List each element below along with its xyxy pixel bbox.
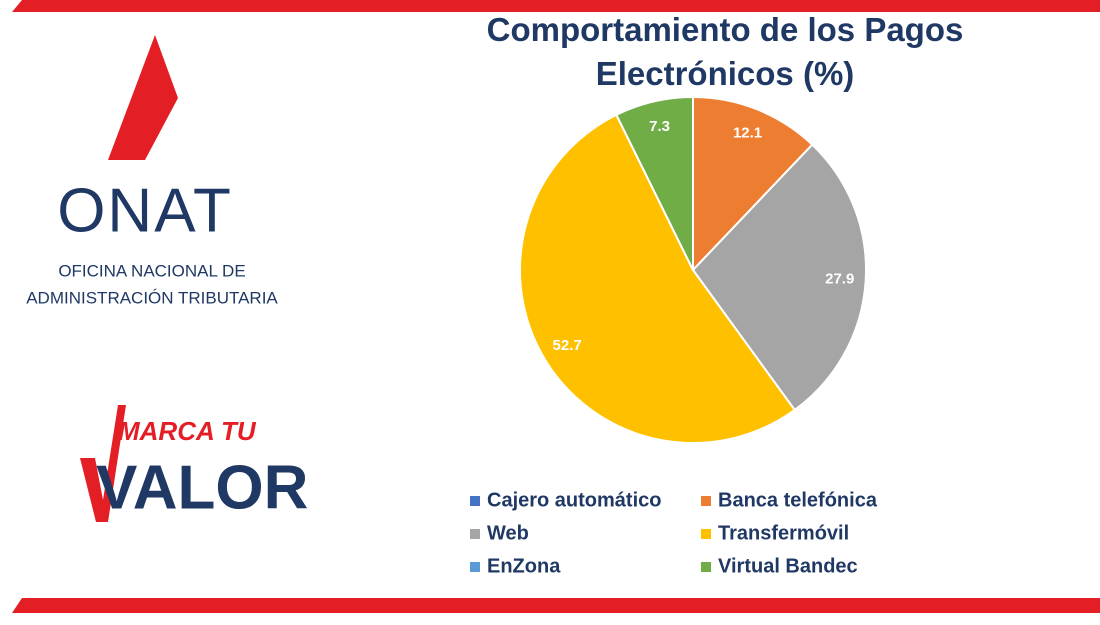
- logo-shape: [108, 35, 178, 160]
- slogan: VALOR: [96, 453, 308, 522]
- pie-slice: [519, 113, 797, 444]
- top-band: [12, 0, 1100, 12]
- legend-label: Banca telefónica: [718, 489, 878, 511]
- slogan: MARCA TU: [118, 416, 257, 446]
- data-label: 7.3: [649, 118, 670, 135]
- data-label: 52.7: [553, 337, 582, 354]
- pie-slice: [615, 95, 694, 271]
- legend-marker: [701, 529, 711, 539]
- slogan-mark: [80, 405, 126, 522]
- legend-marker: [470, 562, 480, 572]
- legend-marker: [470, 496, 480, 506]
- chart-title: Comportamiento de los Pagos Electrónicos…: [486, 11, 964, 92]
- legend-label: Cajero automático: [487, 489, 661, 511]
- legend-marker: [470, 529, 480, 539]
- pie-slice: [691, 143, 867, 412]
- data-label: 12.1: [733, 124, 762, 141]
- legend-label: Virtual Bandec: [718, 555, 858, 577]
- logo-text: ONAT: [57, 176, 233, 245]
- logo-subtitle: OFICINA NACIONAL DE: [58, 261, 245, 280]
- bottom-band: [12, 598, 1100, 613]
- legend-label: Transfermóvil: [718, 522, 849, 544]
- legend-label: EnZona: [487, 555, 561, 577]
- logo-subtitle: ADMINISTRACIÓN TRIBUTARIA: [26, 288, 278, 307]
- legend-label: Web: [487, 522, 529, 544]
- data-label: 27.9: [825, 271, 854, 288]
- legend-marker: [701, 562, 711, 572]
- legend-marker: [701, 496, 711, 506]
- pie-slice: [692, 95, 814, 273]
